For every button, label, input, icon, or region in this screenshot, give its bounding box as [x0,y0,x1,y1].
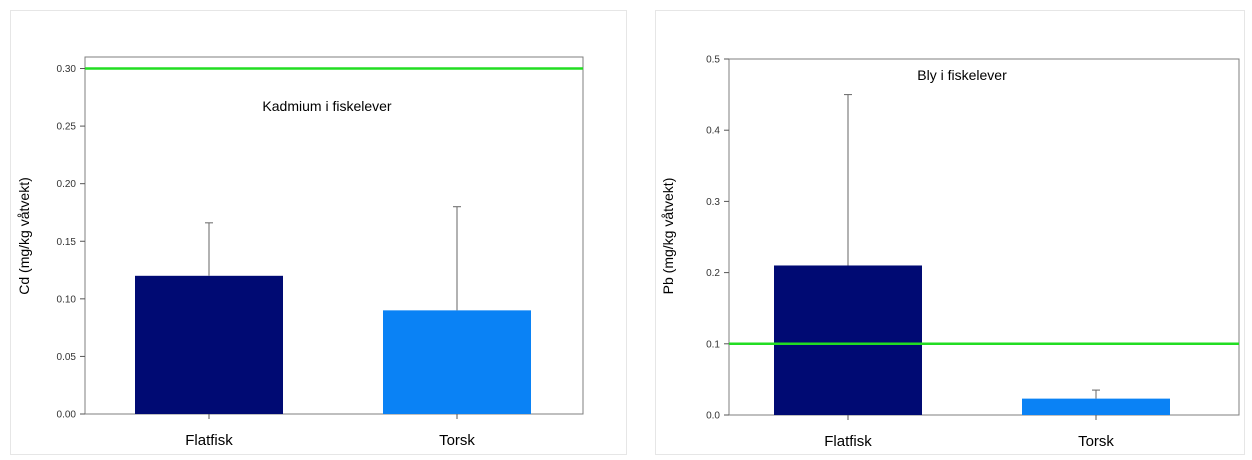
y-tick-label: 0.20 [57,179,77,190]
chart-title: Bly i fiskelever [917,67,1007,83]
y-tick-label: 0.2 [706,268,720,279]
chart-title: Kadmium i fiskelever [262,98,391,114]
bar-flatfisk [774,265,922,415]
y-tick-label: 0.15 [57,237,77,248]
plot-frame [728,58,1240,416]
y-tick-label: 0.1 [706,339,720,350]
y-tick-label: 0.30 [57,64,77,75]
y-tick-label: 0.25 [57,122,77,133]
x-tick-label: Flatfisk [185,432,233,449]
plot-frame [84,56,584,415]
y-tick-label: 0.5 [706,55,720,66]
y-axis-title: Pb (mg/kg våtvekt) [660,178,676,295]
y-tick-label: 0.00 [57,410,77,421]
lead-chart: Bly i fiskelever Pb (mg/kg våtvekt) 0.0 0… [660,55,1240,450]
y-axis-title: Cd (mg/kg våtvekt) [16,177,32,294]
y-tick-label: 0.0 [706,411,720,422]
bar-torsk [1022,398,1170,415]
y-tick-label: 0.3 [706,197,720,208]
y-tick-label: 0.05 [57,352,77,363]
x-tick-label: Flatfisk [824,433,872,450]
x-tick-label: Torsk [439,432,475,449]
cadmium-chart: Kadmium i fiskelever Cd (mg/kg våtvekt) … [16,56,584,449]
y-tick-label: 0.4 [706,126,720,137]
cadmium-chart-panel: Kadmium i fiskelever Cd (mg/kg våtvekt) … [10,10,627,455]
bar-flatfisk [135,275,283,414]
lead-chart-panel: Bly i fiskelever Pb (mg/kg våtvekt) 0.0 0… [655,10,1245,455]
x-tick-label: Torsk [1078,433,1114,450]
bar-torsk [383,310,531,414]
y-tick-label: 0.10 [57,294,77,305]
